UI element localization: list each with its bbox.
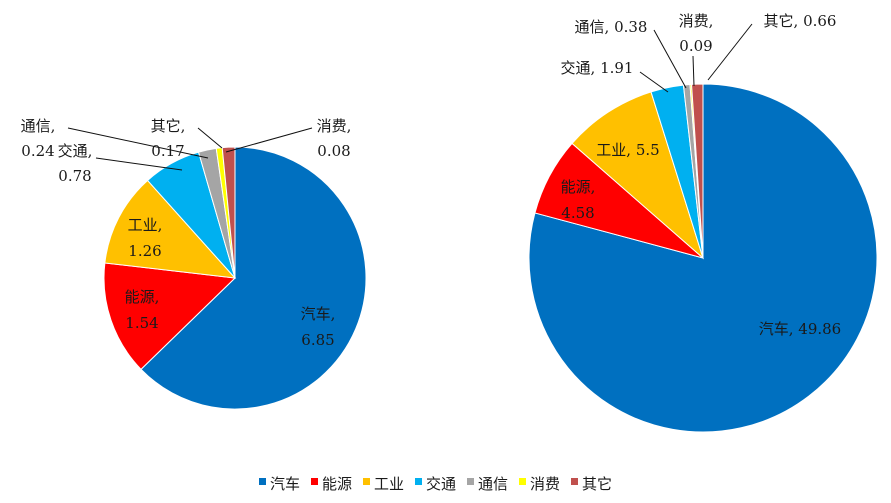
pie-chart-1: 汽车, 6.85 能源, 1.54 工业, 1.26 交通, 0.78 通信, 0.24 消费, 0.… (21, 117, 367, 410)
legend-label-工业: 工业 (374, 475, 404, 493)
legend-swatch-交通 (415, 478, 422, 485)
data-label-name-汽车: 汽车, (301, 305, 336, 323)
data-label-name-消费: 消费, (679, 12, 714, 30)
legend-swatch-汽车 (259, 478, 266, 485)
legend-label-其它: 其它 (582, 475, 612, 493)
data-label-name-交通: 交通, (58, 142, 93, 160)
legend-swatch-其它 (571, 478, 578, 485)
legend-swatch-通信 (467, 478, 474, 485)
data-label-value-能源: 4.58 (561, 204, 594, 222)
data-label-name-能源: 能源, (561, 178, 596, 196)
slice-工业 (104, 179, 237, 279)
data-label-name-能源: 能源, (125, 288, 160, 306)
leader-line-其它 (707, 23, 753, 81)
data-label-汽车: 汽车, 49.86 (759, 320, 841, 338)
legend-label-交通: 交通 (426, 475, 456, 493)
data-label-value-工业: 1.26 (128, 242, 161, 260)
legend-label-能源: 能源 (322, 475, 352, 493)
data-label-value-能源: 1.54 (125, 314, 158, 332)
leader-line-其它 (197, 127, 223, 149)
slice-工业 (571, 91, 705, 260)
leader-line-消费 (225, 127, 313, 153)
leader-line-通信 (67, 127, 209, 159)
data-label-value-通信: 0.24 (21, 142, 54, 160)
legend-swatch-工业 (363, 478, 370, 485)
legend: 汽车 能源 工业 交通 通信 消费 其它 (259, 475, 612, 493)
legend-label-消费: 消费 (530, 475, 560, 493)
data-label-value-汽车: 6.85 (301, 331, 334, 349)
slice-能源 (103, 262, 237, 370)
data-label-name-消费: 消费, (317, 117, 352, 135)
legend-swatch-能源 (311, 478, 318, 485)
leader-line-通信 (653, 29, 687, 89)
data-label-value-其它: 0.17 (151, 142, 184, 160)
data-label-name-其它: 其它, (151, 117, 186, 135)
leader-line-交通 (95, 157, 183, 171)
data-label-value-消费: 0.09 (679, 37, 712, 55)
data-label-其它: 其它, 0.66 (764, 12, 837, 30)
slice-汽车 (140, 146, 367, 410)
leader-line-交通 (639, 71, 669, 93)
legend-swatch-消费 (519, 478, 526, 485)
legend-label-汽车: 汽车 (270, 475, 300, 493)
data-label-value-消费: 0.08 (317, 142, 350, 160)
data-label-交通: 交通, 1.91 (561, 59, 634, 77)
pie-chart-2: 汽车, 49.86 能源, 4.58 工业, 5.5 交通, 1.91 通信, 0.38 消… (528, 12, 878, 433)
data-label-name-通信: 通信, (21, 117, 56, 135)
data-label-工业: 工业, 5.5 (596, 141, 659, 159)
data-label-name-工业: 工业, (128, 216, 163, 234)
data-label-value-交通: 0.78 (58, 167, 91, 185)
legend-label-通信: 通信 (478, 475, 508, 493)
leader-line-消费 (692, 55, 695, 87)
slice-其它 (691, 83, 704, 259)
data-label-通信: 通信, 0.38 (575, 18, 648, 36)
